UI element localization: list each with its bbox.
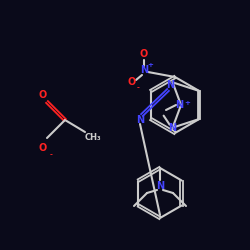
Text: -: - <box>136 85 140 91</box>
Text: +: + <box>147 62 153 68</box>
Text: +: + <box>184 100 190 106</box>
Text: N: N <box>156 181 164 191</box>
Text: N: N <box>175 100 183 110</box>
Text: N: N <box>140 65 148 75</box>
Text: O: O <box>39 143 47 153</box>
Text: O: O <box>39 90 47 100</box>
Text: O: O <box>128 77 136 87</box>
Text: O: O <box>140 49 148 59</box>
Text: CH₃: CH₃ <box>85 134 101 142</box>
Text: N: N <box>136 115 144 125</box>
Text: -: - <box>50 152 52 158</box>
Text: N: N <box>166 80 174 90</box>
Text: N: N <box>168 123 177 133</box>
